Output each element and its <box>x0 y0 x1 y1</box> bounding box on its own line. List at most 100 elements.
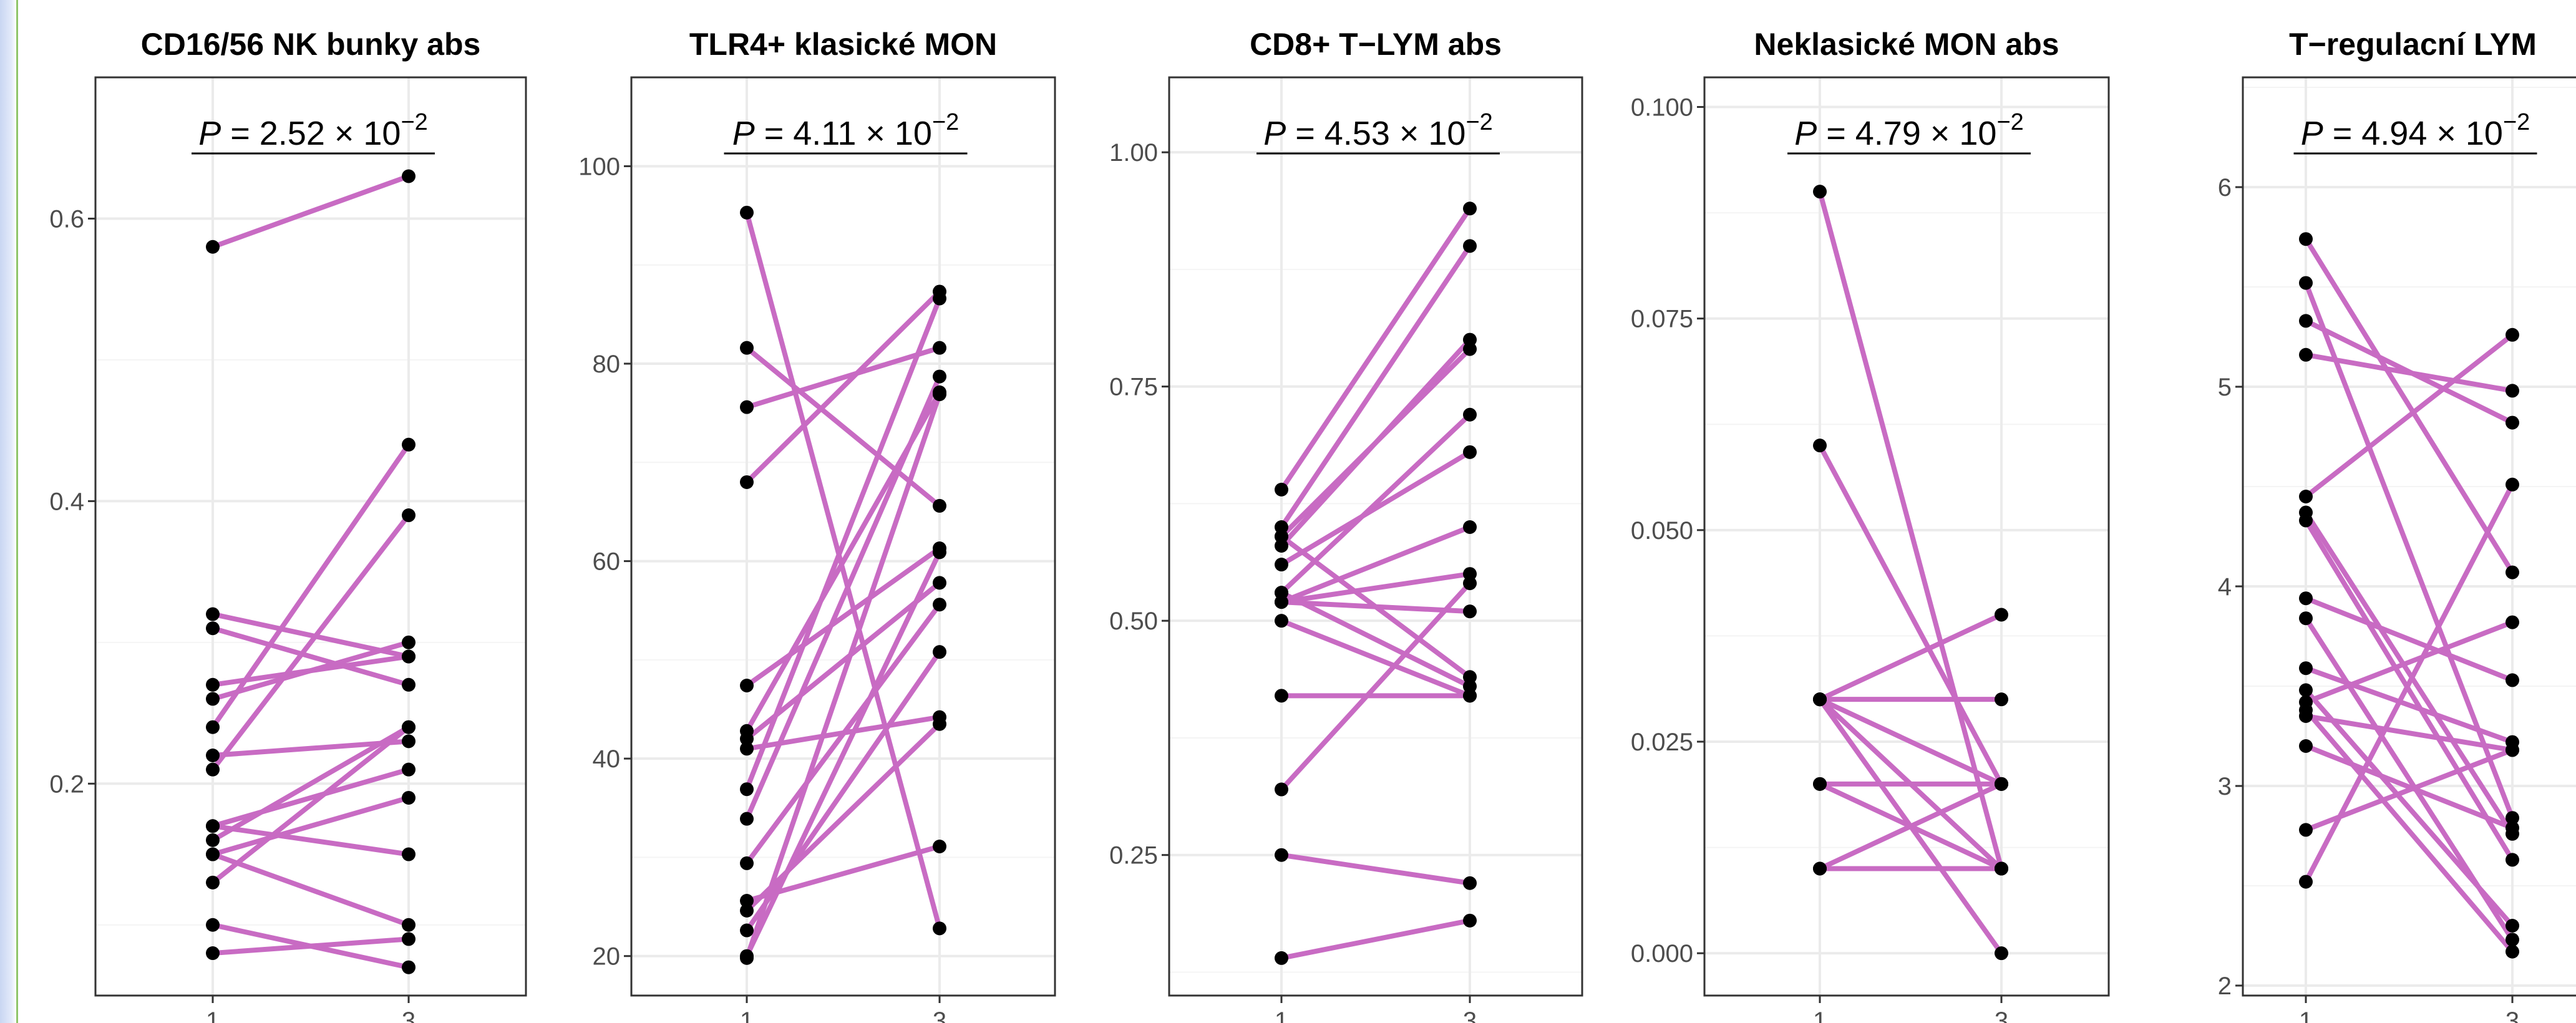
panel-title: CD8+ T−LYM abs <box>1250 27 1502 62</box>
data-point <box>1995 608 2008 622</box>
data-point <box>1275 689 1288 703</box>
y-tick-label: 0.025 <box>1631 729 1693 756</box>
series-points <box>740 205 946 965</box>
data-point <box>2506 673 2519 687</box>
pair-line <box>2303 619 2515 705</box>
panel-grid <box>1704 77 2109 996</box>
y-tick-label: 0.075 <box>1631 306 1693 333</box>
data-point <box>1275 614 1288 628</box>
data-point <box>206 240 220 254</box>
data-point <box>1463 913 1477 928</box>
data-point <box>2506 565 2519 579</box>
panel-background <box>95 77 526 996</box>
data-point <box>1463 576 1477 591</box>
data-point <box>1463 332 1477 347</box>
panel-grid <box>1169 77 1582 996</box>
y-tick-label: 6 <box>2218 174 2232 201</box>
data-point <box>2299 591 2313 606</box>
data-point <box>206 692 220 706</box>
data-point <box>206 819 220 833</box>
panel-title: CD16/56 NK bunky abs <box>141 27 481 62</box>
data-point <box>2299 276 2313 290</box>
pair-line <box>1279 206 1472 492</box>
pair-line <box>1279 449 1472 568</box>
x-tick-label: 3 <box>2506 1007 2519 1023</box>
panel-background <box>1169 77 1582 996</box>
data-point <box>1463 679 1477 694</box>
pair-line <box>744 345 942 410</box>
pair-line <box>744 545 942 689</box>
pair-line <box>210 851 411 928</box>
series-points <box>2299 232 2519 959</box>
y-tick-label: 0.50 <box>1109 608 1158 635</box>
y-tick-label: 0.2 <box>49 770 84 798</box>
y-tick-label: 4 <box>2218 573 2232 601</box>
pair-line <box>210 823 411 857</box>
pair-line <box>2303 510 2515 836</box>
data-point <box>1463 201 1477 216</box>
data-point <box>206 918 220 932</box>
series-lines <box>1817 189 2004 956</box>
pair-line <box>744 602 942 866</box>
panel-3: 0.25 0.50 0.75 1.00 1 3 CD8+ T−LYM abs P = 4.53… <box>1109 27 1583 1023</box>
y-tick-label: 40 <box>593 745 621 773</box>
pair-line <box>2303 714 2515 753</box>
data-point <box>1813 777 1827 791</box>
pair-line <box>210 639 411 702</box>
series-lines <box>1279 206 1472 961</box>
data-point <box>1275 951 1288 965</box>
data-point <box>933 717 946 731</box>
data-point <box>1275 586 1288 600</box>
data-point <box>1995 946 2008 961</box>
pair-line <box>1279 412 1472 596</box>
data-point <box>206 621 220 636</box>
pair-line <box>1279 524 1472 605</box>
window-edge-line <box>16 0 18 1023</box>
data-point <box>2299 709 2313 723</box>
y-tick-label: 0.050 <box>1631 517 1693 545</box>
data-point <box>206 762 220 777</box>
data-point <box>933 369 946 384</box>
data-point <box>402 720 416 734</box>
y-tick-label: 3 <box>2218 773 2232 800</box>
pair-line <box>1279 337 1472 549</box>
data-point <box>402 635 416 649</box>
pair-line <box>744 721 942 913</box>
data-point <box>740 949 754 963</box>
data-point <box>206 677 220 692</box>
data-point <box>402 508 416 523</box>
series-lines <box>210 173 411 970</box>
pair-line <box>210 513 411 772</box>
data-point <box>740 923 754 938</box>
pair-line <box>1279 918 1472 961</box>
pair-line <box>210 724 411 885</box>
data-point <box>1813 185 1827 199</box>
p-value-label: P = 2.52 × 10−2 <box>198 109 428 152</box>
data-point <box>1463 604 1477 619</box>
data-point <box>402 677 416 692</box>
data-point <box>1813 692 1827 707</box>
pair-line <box>1817 781 2004 871</box>
panel-background <box>631 77 1055 996</box>
pair-line <box>2303 666 2515 745</box>
data-point <box>2506 615 2519 629</box>
p-value-label: P = 4.79 × 10−2 <box>1794 109 2024 152</box>
data-point <box>402 847 416 861</box>
data-point <box>2299 490 2313 503</box>
panel-grid <box>631 77 1055 996</box>
y-tick-label: 60 <box>593 548 621 576</box>
data-point <box>1275 848 1288 862</box>
data-point <box>740 732 754 746</box>
data-point <box>206 720 220 734</box>
pair-line <box>1817 697 2004 787</box>
data-point <box>1813 861 1827 876</box>
data-point <box>933 576 946 590</box>
y-tick-label: 0.100 <box>1631 94 1693 121</box>
data-point <box>2299 823 2313 837</box>
data-point <box>2506 919 2519 933</box>
series-lines <box>744 210 942 961</box>
data-point <box>2299 875 2313 889</box>
data-point <box>740 742 754 756</box>
